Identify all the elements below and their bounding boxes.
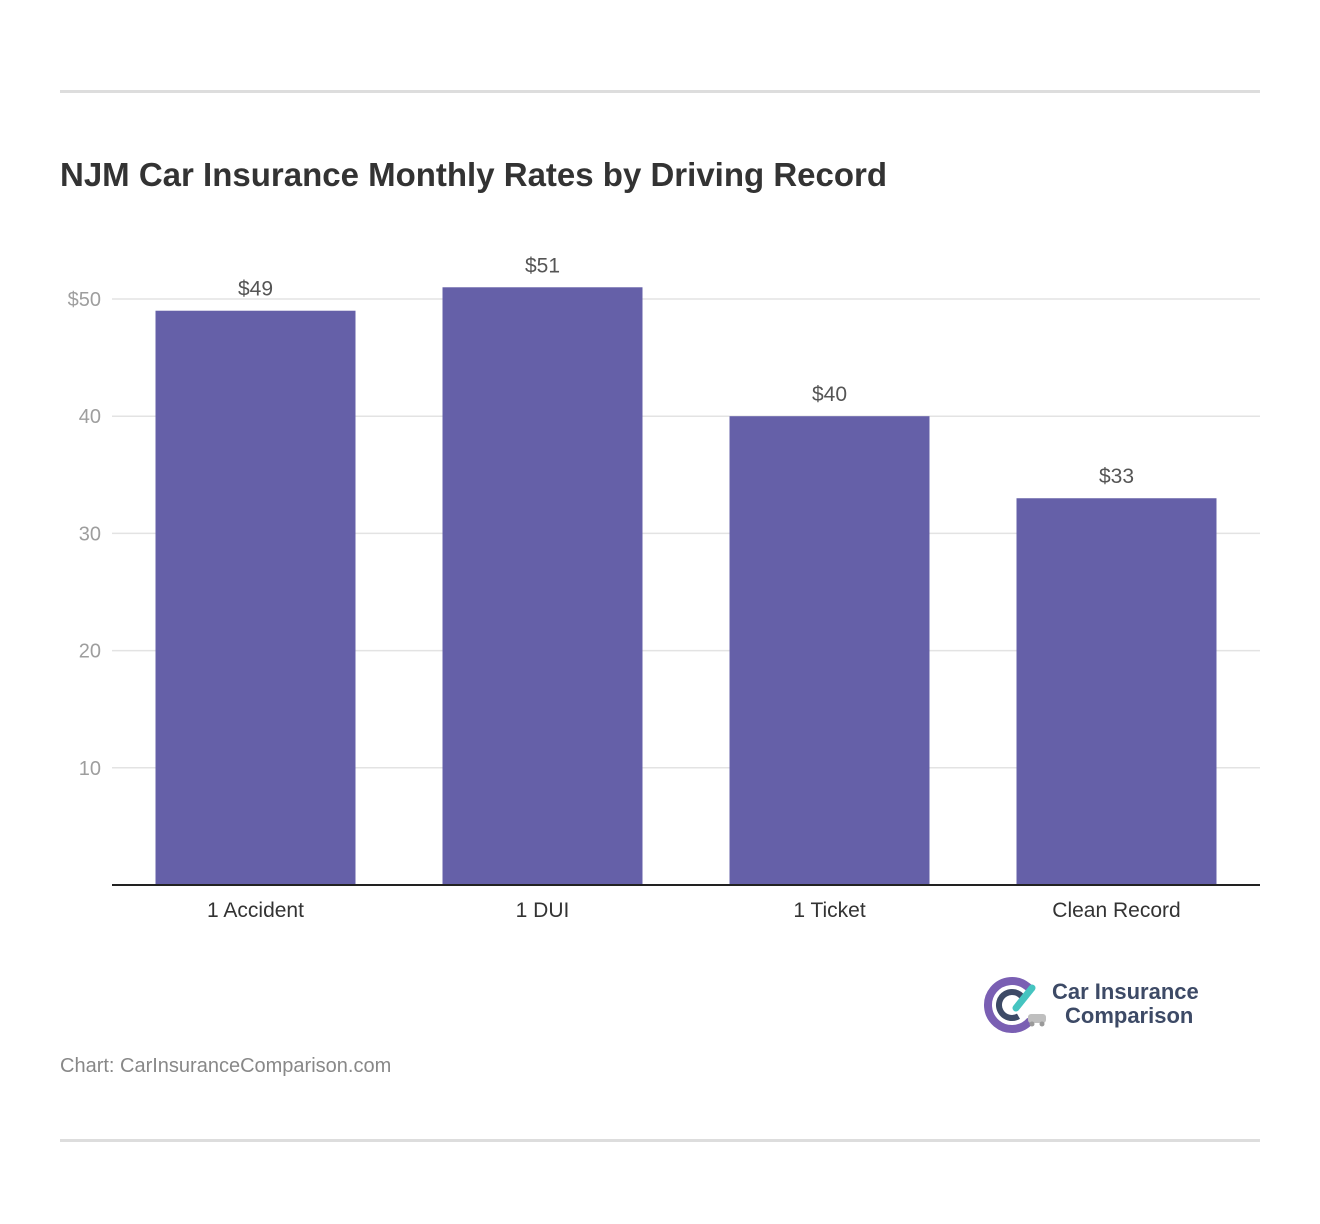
- bar: [442, 287, 643, 885]
- brand-name-line2: Comparison: [1065, 1003, 1194, 1028]
- chart-source: Chart: CarInsuranceComparison.com: [60, 1055, 392, 1077]
- y-tick-label: 40: [79, 406, 101, 428]
- bar: [1016, 498, 1217, 885]
- x-tick-label: 1 Accident: [207, 899, 304, 922]
- chart-title: NJM Car Insurance Monthly Rates by Drivi…: [60, 156, 888, 193]
- brand-logo: Car Insurance Comparison: [982, 974, 1222, 1036]
- bar-value-label: $51: [525, 254, 560, 277]
- bar-value-label: $40: [812, 383, 847, 406]
- y-tick-label: $50: [68, 289, 101, 311]
- y-tick-label: 10: [79, 758, 101, 780]
- top-divider: [60, 90, 1260, 93]
- x-tick-label: 1 Ticket: [793, 899, 866, 922]
- bar-value-label: $33: [1099, 465, 1134, 488]
- bar: [729, 416, 930, 885]
- y-tick-label: 30: [79, 523, 101, 545]
- bar-chart: 10 20 30 40 $50 $49 1 Accident $51 1 DUI $40 1 Tic…: [68, 254, 1260, 922]
- brand-name-line1: Car Insurance: [1052, 979, 1199, 1004]
- bar-value-label: $49: [238, 278, 273, 301]
- bottom-divider: [60, 1139, 1260, 1142]
- x-tick-label: 1 DUI: [516, 899, 570, 922]
- y-tick-label: 20: [79, 641, 101, 663]
- bar: [155, 310, 356, 886]
- brand-logo-icon: [984, 977, 1046, 1033]
- x-tick-label: Clean Record: [1052, 899, 1180, 922]
